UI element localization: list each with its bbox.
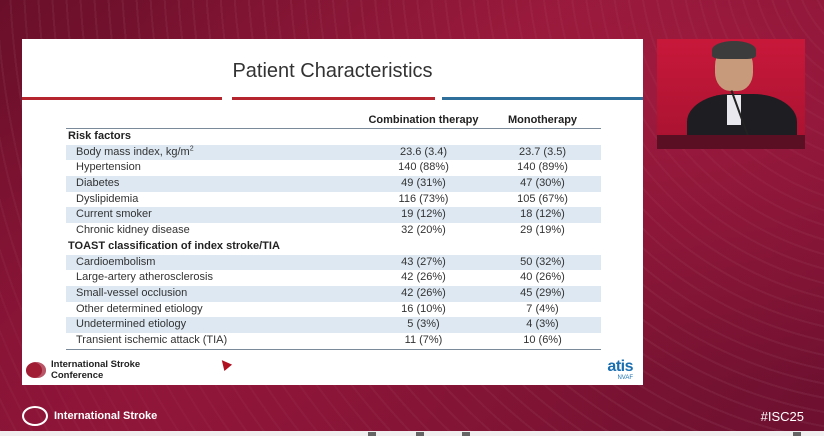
table-row: Large-artery atherosclerosis 42 (26%) 40 (… — [66, 270, 601, 286]
combination-value: 11 (7%) — [404, 333, 443, 346]
atis-logo-sub: NVAF — [617, 375, 633, 381]
monotherapy-value: 45 (29%) — [520, 286, 565, 299]
combination-value: 32 (20%) — [401, 224, 446, 237]
row-label: Body mass index, kg/m2 — [76, 145, 194, 158]
monotherapy-value: 23.7 (3.5) — [518, 145, 567, 158]
row-label: Large-artery atherosclerosis — [76, 271, 213, 284]
table-row: Transient ischemic attack (TIA) 11 (7%) 10… — [66, 333, 601, 349]
title-rule-blue — [442, 97, 643, 100]
title-rule-red-2 — [232, 97, 435, 100]
row-label: Chronic kidney disease — [76, 224, 190, 237]
table-row: Cardioembolism 43 (27%) 50 (32%) — [66, 254, 601, 271]
combination-value: 140 (88%) — [398, 161, 449, 174]
column-header-combination: Combination therapy — [368, 114, 479, 126]
combination-value: 5 (3%) — [407, 318, 440, 331]
row-label: Cardioembolism — [76, 255, 156, 268]
row-label: Small-vessel occlusion — [76, 286, 188, 299]
combination-value: 43 (27%) — [401, 255, 446, 268]
patient-characteristics-table: Combination therapy Monotherapy Risk fac… — [66, 112, 601, 350]
atis-logo: atis NVAF — [607, 358, 633, 382]
footer-text-line1: International Stroke — [54, 410, 158, 422]
title-rule-red — [22, 97, 222, 100]
combination-value: 49 (31%) — [401, 177, 446, 190]
row-label: Undetermined etiology — [76, 318, 187, 331]
table-section-row: Risk factors — [66, 129, 601, 145]
row-label: Transient ischemic attack (TIA) — [76, 333, 228, 346]
table-row: Other determined etiology 16 (10%) 7 (4%) — [66, 302, 601, 318]
brain-icon — [26, 362, 46, 378]
row-label: Risk factors — [68, 130, 131, 142]
taskbar-icon[interactable] — [368, 432, 376, 436]
monotherapy-value: 10 (6%) — [523, 333, 562, 346]
table-header: Combination therapy Monotherapy — [66, 112, 601, 129]
row-label: TOAST classification of index stroke/TIA — [68, 239, 280, 252]
table-row: Small-vessel occlusion 42 (26%) 45 (29%) — [66, 285, 601, 302]
conference-footer-logo: International Stroke — [22, 406, 157, 426]
table-row: Diabetes 49 (31%) 47 (30%) — [66, 176, 601, 192]
speaker-video — [657, 39, 805, 149]
monotherapy-value: 7 (4%) — [526, 302, 559, 315]
speaker-hair — [712, 41, 756, 59]
table-bottom-rule — [66, 348, 601, 350]
row-label: Hypertension — [76, 161, 141, 174]
slide-title: Patient Characteristics — [232, 60, 433, 82]
logo-text-line1: International Stroke — [51, 359, 141, 370]
brain-outline-icon — [22, 406, 48, 426]
monotherapy-value: 4 (3%) — [526, 318, 559, 331]
combination-value: 42 (26%) — [401, 271, 446, 284]
table-body: Risk factors Body mass index, kg/m2 23.6 (… — [66, 129, 601, 349]
hashtag: #ISC25 — [760, 409, 804, 424]
podium — [657, 135, 805, 149]
column-header-monotherapy: Monotherapy — [507, 114, 578, 126]
table-row: Current smoker 19 (12%) 18 (12%) — [66, 207, 601, 224]
combination-value: 23.6 (3.4) — [399, 145, 448, 158]
monotherapy-value: 105 (67%) — [517, 192, 568, 205]
monotherapy-value: 50 (32%) — [520, 255, 565, 268]
monotherapy-value: 40 (26%) — [520, 271, 565, 284]
monotherapy-value: 29 (19%) — [520, 224, 565, 237]
row-label-superscript: 2 — [189, 145, 194, 153]
combination-value: 16 (10%) — [401, 302, 446, 315]
taskbar-icon[interactable] — [462, 432, 470, 436]
speaker-shirt — [727, 95, 741, 125]
table-row: Undetermined etiology 5 (3%) 4 (3%) — [66, 317, 601, 333]
table-row: Chronic kidney disease 32 (20%) 29 (19%) — [66, 223, 601, 239]
presentation-slide: Patient Characteristics Combination ther… — [22, 39, 643, 385]
row-label: Dyslipidemia — [76, 192, 139, 205]
taskbar — [0, 431, 824, 436]
table-row: Hypertension 140 (88%) 140 (89%) — [66, 160, 601, 176]
row-label: Other determined etiology — [76, 302, 203, 315]
taskbar-icon[interactable] — [416, 432, 424, 436]
combination-value: 116 (73%) — [398, 192, 449, 205]
atis-logo-word: atis — [607, 358, 633, 375]
logo-text-line2: Conference — [51, 370, 104, 381]
table-row: Dyslipidemia 116 (73%) 105 (67%) — [66, 192, 601, 208]
row-label: Diabetes — [76, 177, 120, 190]
monotherapy-value: 140 (89%) — [517, 161, 568, 174]
taskbar-icon[interactable] — [793, 432, 801, 436]
isc-logo-slide: International Stroke Conference — [26, 359, 140, 381]
mouse-cursor-icon — [217, 356, 233, 372]
table-section-row: TOAST classification of index stroke/TIA — [66, 239, 601, 255]
monotherapy-value: 18 (12%) — [520, 208, 565, 221]
monotherapy-value: 47 (30%) — [520, 177, 565, 190]
combination-value: 19 (12%) — [401, 208, 446, 221]
table-row: Body mass index, kg/m2 23.6 (3.4) 23.7 (3.… — [66, 144, 601, 161]
combination-value: 42 (26%) — [401, 286, 446, 299]
row-label: Current smoker — [76, 208, 152, 221]
